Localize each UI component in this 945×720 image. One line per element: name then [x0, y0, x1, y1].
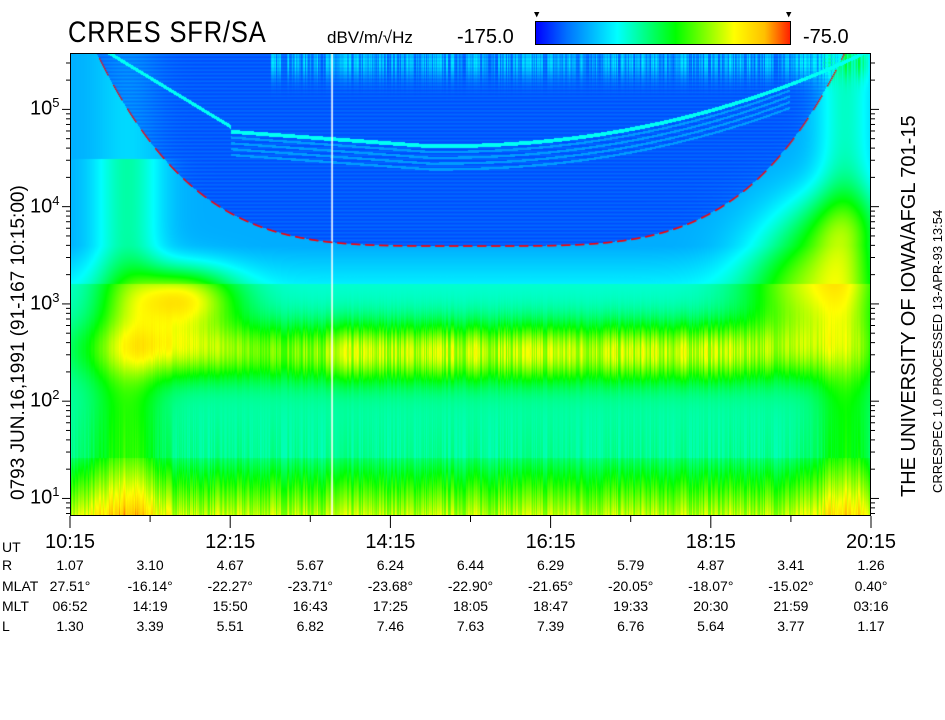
x-tick-label: 10:15 [44, 531, 96, 553]
ephemeris-value: 1.30 [56, 618, 84, 634]
ephemeris-value: -20.05° [608, 578, 654, 594]
ephemeris-value: -15.02° [768, 578, 814, 594]
y-tick-exponent: 5 [52, 95, 60, 111]
spectrogram [70, 53, 871, 516]
ephemeris-value: 03:16 [853, 598, 889, 614]
ephemeris-value: 7.46 [376, 618, 405, 634]
x-tick-label: 18:15 [685, 531, 736, 553]
ephemeris-value: 16:43 [292, 598, 328, 614]
ephemeris-row-label: L [2, 618, 10, 634]
chart-title: CRRES SFR/SA [68, 16, 267, 49]
ephemeris-value: -23.71° [287, 578, 333, 594]
right-label: THE UNIVERSITY OF IOWA/AFGL 701-15 [898, 115, 920, 497]
ephemeris-value: 6.24 [376, 557, 405, 573]
spectrogram-image [71, 54, 870, 515]
ephemeris-value: 5.64 [697, 618, 725, 634]
y-tick-label: 105 [30, 95, 59, 121]
ephemeris-value: 6.44 [456, 557, 485, 573]
y-tick-exponent: 3 [52, 289, 60, 305]
ephemeris-value: 27.51° [49, 578, 91, 594]
y-tick-label: 101 [30, 484, 59, 510]
y-tick-exponent: 4 [52, 192, 60, 208]
x-tick-label: 16:15 [525, 531, 576, 553]
ephemeris-value: 21:59 [773, 598, 809, 614]
ephemeris-value: 17:25 [372, 598, 408, 614]
ephemeris-row-label: MLAT [2, 578, 39, 594]
y-tick-base: 10 [30, 292, 53, 315]
colorbar-units: dBV/m/√Hz [327, 28, 413, 47]
y-tick-label: 102 [30, 387, 59, 413]
ephemeris-value: 6.76 [617, 618, 645, 634]
ephemeris-value: 19:33 [613, 598, 649, 614]
ephemeris-value: -21.65° [527, 578, 574, 594]
ephemeris-value: 5.67 [296, 557, 324, 573]
ephemeris-value: 18:47 [533, 598, 569, 614]
ephemeris-value: 5.51 [216, 618, 244, 634]
ephemeris-value: 14:19 [132, 598, 168, 614]
ephemeris-value: 6.82 [296, 618, 324, 634]
ephemeris-value: 18:05 [452, 598, 489, 614]
ephemeris-value: 7.63 [456, 618, 485, 634]
ephemeris-value: 15:50 [212, 598, 248, 614]
ephemeris-value: -18.07° [688, 578, 734, 594]
ephemeris-row-label: R [2, 557, 13, 573]
x-tick-label: 12:15 [205, 531, 256, 553]
y-tick-label: 103 [30, 290, 59, 316]
ephemeris-value: -23.68° [367, 578, 414, 594]
ephemeris-value: -22.90° [447, 578, 494, 594]
y-tick-base: 10 [30, 389, 53, 412]
colorbar-min-marker: ▼ [534, 10, 540, 20]
ephemeris-value: 6.29 [536, 557, 565, 573]
colorbar-max-label: -75.0 [803, 26, 849, 48]
ephemeris-value: 1.26 [857, 557, 885, 573]
ephemeris-value: 1.17 [857, 618, 885, 634]
ephemeris-value: 0.40° [854, 578, 888, 594]
x-tick-label: 20:15 [845, 531, 897, 553]
colorbar-min-label: -175.0 [457, 26, 514, 48]
y-tick-exponent: 2 [52, 387, 60, 403]
ephemeris-value: 3.41 [777, 557, 805, 573]
ephemeris-value: 3.39 [136, 618, 164, 634]
right-sublabel: CRRESPEC 1.0 PROCESSED 13-APR-93 13:54 [930, 209, 945, 493]
ephemeris-row-label: MLT [2, 598, 29, 614]
ephemeris-value: 5.79 [617, 557, 645, 573]
ephemeris-value: 4.87 [697, 557, 725, 573]
y-tick-base: 10 [30, 487, 53, 510]
ephemeris-row-label: UT [2, 539, 21, 555]
ephemeris-value: 4.67 [216, 557, 244, 573]
ephemeris-value: 20:30 [693, 598, 729, 614]
ephemeris-value: 1.07 [56, 557, 84, 573]
ephemeris-value: 3.10 [136, 557, 164, 573]
y-tick-label: 104 [30, 193, 59, 219]
ephemeris-value: 7.39 [536, 618, 565, 634]
ephemeris-value: -16.14° [127, 578, 173, 594]
left-label: 0793 JUN.16,1991 (91-167 10:15:00) [8, 185, 29, 500]
y-tick-base: 10 [30, 195, 53, 218]
ephemeris-value: 06:52 [52, 598, 88, 614]
colorbar [535, 21, 791, 45]
y-tick-base: 10 [30, 98, 53, 121]
x-tick-label: 14:15 [365, 531, 416, 553]
colorbar-max-marker: ▼ [786, 10, 792, 20]
ephemeris-value: 3.77 [777, 618, 805, 634]
ephemeris-value: -22.27° [207, 578, 253, 594]
y-tick-exponent: 1 [52, 484, 60, 500]
